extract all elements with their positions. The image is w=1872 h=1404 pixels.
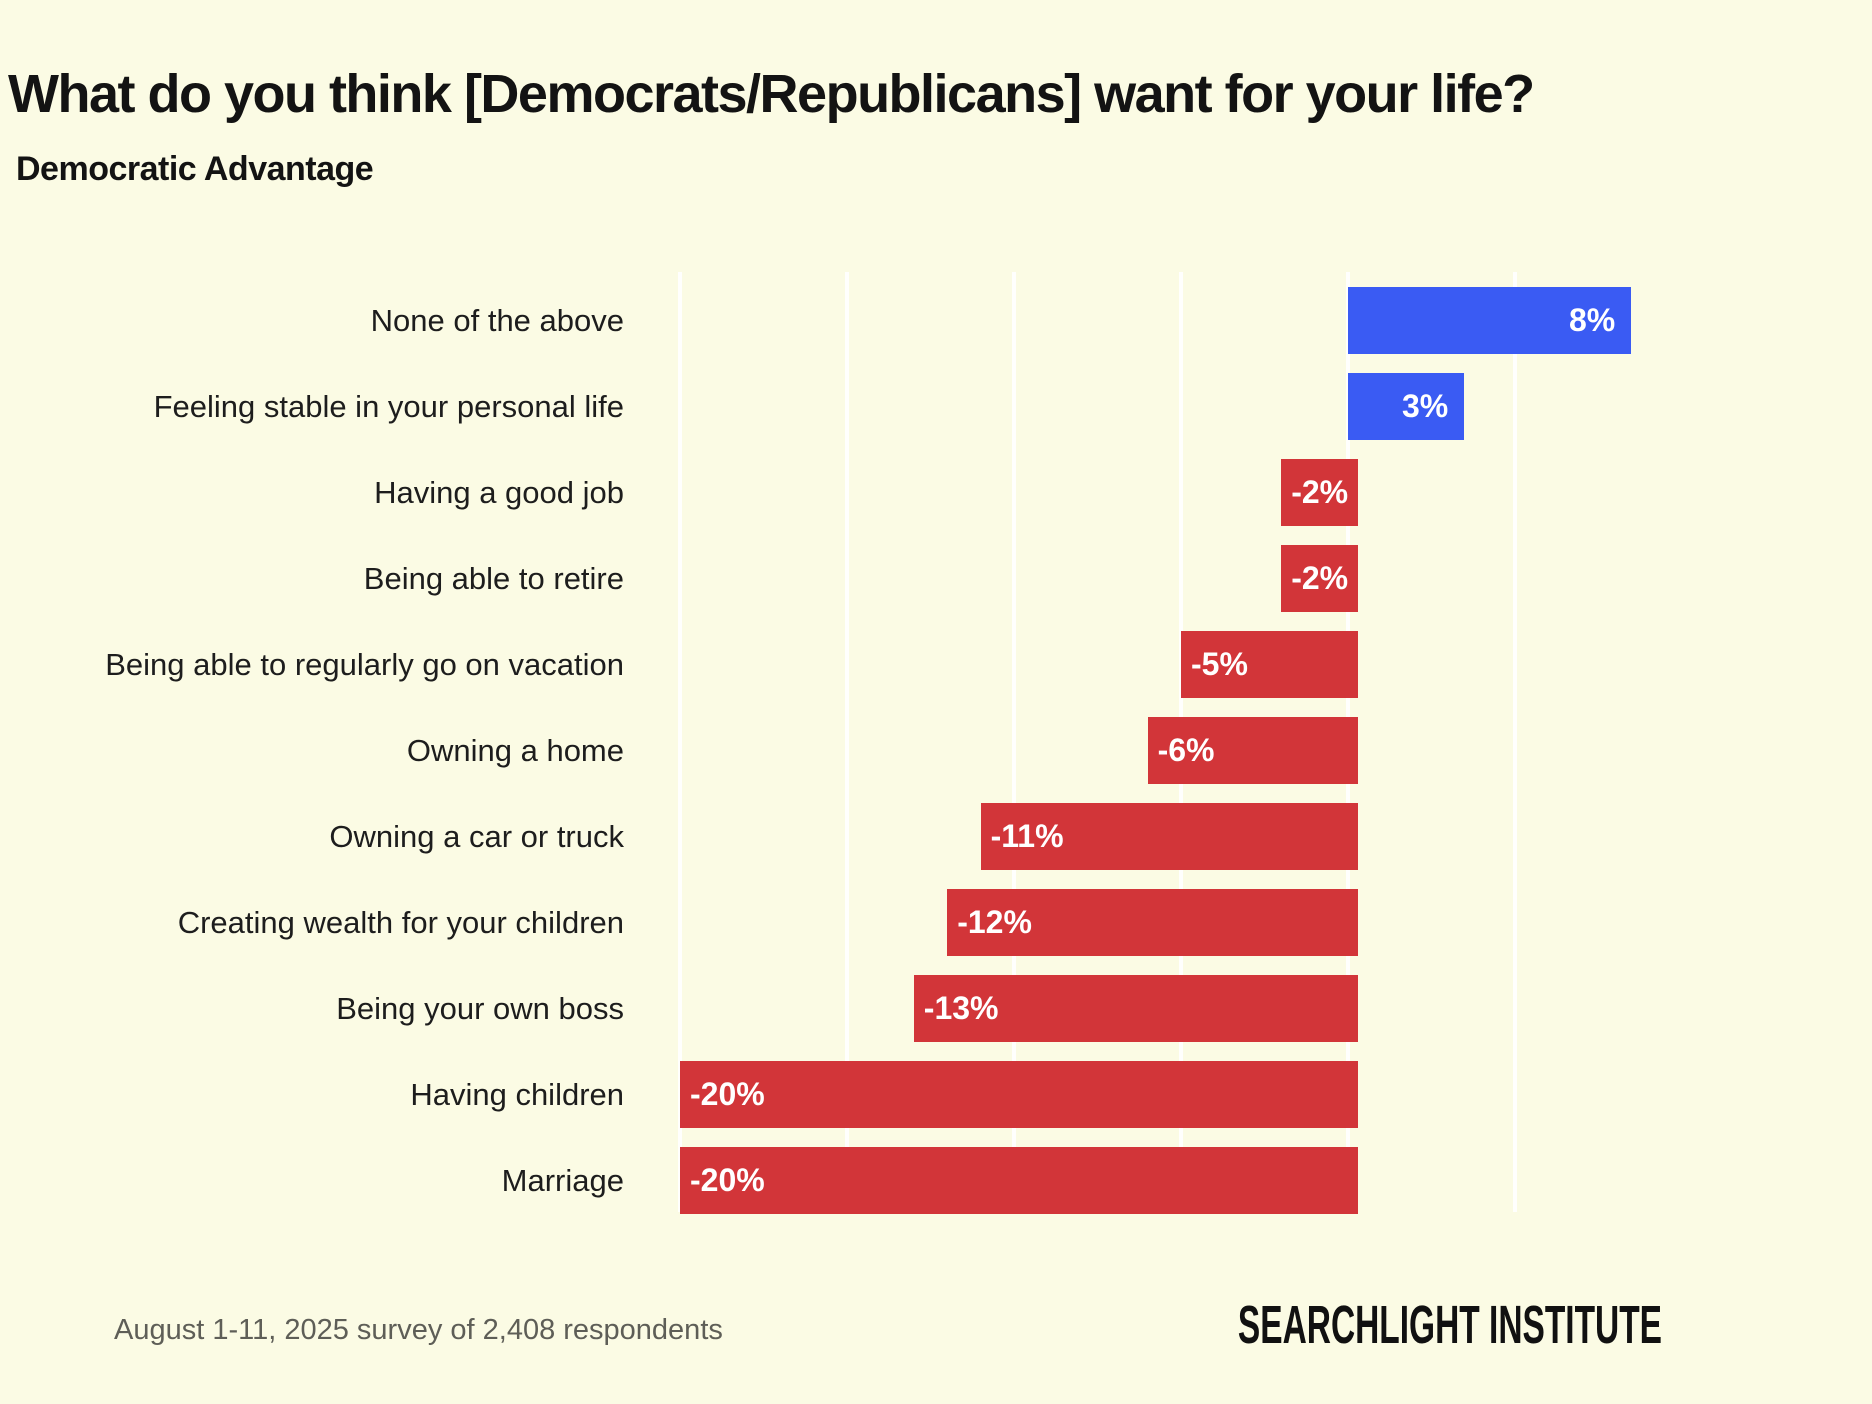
bar: -20% <box>680 1061 1358 1128</box>
category-label: Owning a car or truck <box>329 819 624 854</box>
bar-value-label: -12% <box>957 904 1032 940</box>
category-label: Having children <box>410 1077 624 1112</box>
bar-value-label: -20% <box>690 1076 765 1112</box>
brand-logo: SEARCHLIGHT INSTITUTE <box>1237 1295 1662 1355</box>
bar: -2% <box>1281 545 1358 612</box>
bar: -5% <box>1181 631 1358 698</box>
category-label: Being your own boss <box>336 991 624 1026</box>
category-label: Having a good job <box>374 475 624 510</box>
gridline-5 <box>1513 272 1517 1212</box>
bar-value-label: -5% <box>1191 646 1248 682</box>
bar-value-label: -6% <box>1157 732 1215 768</box>
bar-value-label: -20% <box>690 1162 765 1198</box>
chart-title: What do you think [Democrats/Republicans… <box>8 64 1535 124</box>
gridline--10 <box>1012 272 1016 1212</box>
bar: -2% <box>1281 459 1358 526</box>
category-label: Creating wealth for your children <box>177 905 624 940</box>
chart-subtitle: Democratic Advantage <box>16 150 374 188</box>
survey-note: August 1-11, 2025 survey of 2,408 respon… <box>114 1314 723 1346</box>
category-label: Feeling stable in your personal life <box>153 389 624 424</box>
category-label: None of the above <box>370 303 624 338</box>
bar-value-label: 8% <box>1568 302 1616 338</box>
category-label: Marriage <box>501 1163 624 1198</box>
bar-value-label: -2% <box>1291 474 1349 510</box>
bar: -20% <box>680 1147 1358 1214</box>
bar-value-label: -13% <box>923 990 999 1026</box>
category-label: Owning a home <box>406 733 624 768</box>
bar-value-label: -2% <box>1291 560 1349 596</box>
gridline--20 <box>678 272 682 1212</box>
gridline--15 <box>845 272 849 1212</box>
bar: -12% <box>947 889 1358 956</box>
bar: -11% <box>980 803 1358 870</box>
bar-value-label: -11% <box>990 818 1064 854</box>
bar: 8% <box>1348 287 1632 354</box>
category-label: Being able to retire <box>363 561 624 596</box>
bar-value-label: 3% <box>1401 388 1449 424</box>
bar: -13% <box>913 975 1358 1042</box>
bar: -6% <box>1147 717 1358 784</box>
bar: 3% <box>1348 373 1465 440</box>
category-label: Being able to regularly go on vacation <box>105 647 624 682</box>
